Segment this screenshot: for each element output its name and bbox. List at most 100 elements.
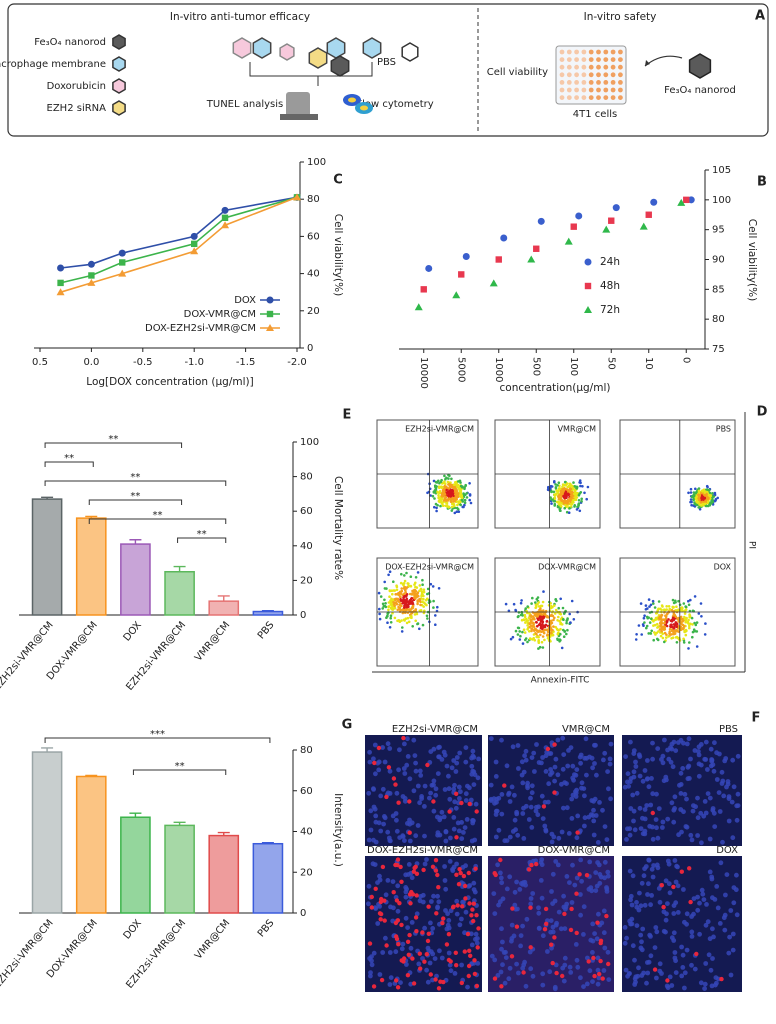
tunel-signal — [466, 870, 471, 876]
image-title: DOX-EZH2si-VMR@CM — [367, 845, 478, 856]
legend-label: Doxorubicin — [47, 81, 106, 92]
flow-dot — [637, 624, 641, 627]
flow-dot — [573, 492, 576, 496]
nucleus — [447, 962, 453, 968]
nucleus — [622, 925, 628, 930]
y-tick-label: 20 — [300, 867, 313, 878]
tunel-signal — [586, 959, 591, 964]
tunel-signal — [406, 952, 411, 957]
nucleus — [684, 947, 690, 953]
flow-dot — [566, 492, 570, 495]
marker — [650, 198, 658, 206]
flow-dot — [674, 629, 678, 633]
flow-dot — [682, 637, 685, 641]
nucleus — [710, 895, 715, 901]
nucleus — [464, 817, 470, 822]
flow-dot — [684, 633, 688, 637]
nucleus — [375, 921, 381, 926]
nucleus — [590, 921, 596, 927]
nucleus — [523, 748, 529, 754]
y-tick-label: 90 — [712, 255, 725, 266]
flow-dot — [531, 611, 535, 614]
flow-dot — [401, 626, 404, 629]
nucleus — [530, 973, 536, 979]
nucleus — [456, 828, 462, 834]
nucleus — [734, 912, 740, 918]
flow-dot — [645, 626, 648, 630]
flow-dot — [407, 584, 411, 588]
nucleus — [536, 926, 542, 931]
tunel-signal — [598, 938, 604, 943]
tunel-signal — [398, 864, 403, 870]
flow-dot — [565, 632, 568, 636]
nucleus — [494, 799, 499, 805]
nucleus — [403, 872, 409, 878]
flow-dot — [557, 487, 561, 490]
flow-dot — [415, 612, 419, 616]
nucleus — [726, 796, 732, 801]
nucleus — [387, 746, 393, 751]
nucleus — [405, 821, 410, 826]
error-bar — [217, 831, 230, 836]
flow-dot — [409, 584, 413, 588]
flow-dot — [397, 605, 400, 609]
flow-dot — [682, 641, 686, 644]
tunel-signal — [502, 783, 507, 788]
nucleus — [446, 950, 452, 956]
tunel-signal — [414, 871, 420, 876]
marker — [118, 269, 127, 277]
marker — [221, 206, 229, 214]
nucleus — [566, 748, 571, 753]
nucleus — [553, 962, 559, 968]
well — [574, 64, 579, 70]
flow-dot — [411, 589, 414, 593]
nucleus — [671, 819, 677, 825]
nucleus — [646, 881, 651, 887]
flow-dot — [389, 621, 393, 624]
nucleus — [665, 816, 671, 822]
error-bar — [85, 774, 98, 777]
flow-dot — [432, 606, 435, 609]
flow-dot — [381, 607, 385, 610]
flow-dot — [453, 496, 457, 500]
flow-dot — [687, 491, 690, 495]
flow-dot — [668, 608, 672, 611]
nucleus — [581, 904, 587, 910]
flow-dot — [642, 616, 646, 620]
nucleus — [650, 874, 656, 880]
tunel-signal — [592, 973, 597, 979]
flow-dot — [452, 500, 456, 503]
nucleus — [436, 745, 441, 750]
nucleus — [669, 746, 675, 752]
flow-dot — [520, 599, 523, 602]
flow-dot — [516, 633, 520, 636]
tunel-signal — [688, 899, 693, 905]
nucleus — [717, 809, 723, 814]
flow-dot — [416, 600, 420, 603]
flow-dot — [403, 574, 406, 577]
nucleus — [520, 882, 526, 887]
well — [559, 87, 565, 93]
tunel-signal — [376, 745, 382, 751]
nucleus — [523, 803, 529, 809]
nucleus — [645, 892, 650, 897]
nucleus — [488, 736, 494, 741]
nucleus — [463, 791, 469, 797]
flow-dot — [395, 601, 398, 604]
flow-dot — [399, 598, 402, 601]
nucleus — [630, 943, 636, 949]
flow-dot — [532, 621, 535, 625]
nucleus — [646, 959, 652, 965]
nucleus — [525, 785, 530, 791]
tunel-signal — [569, 906, 574, 912]
nucleus — [678, 791, 684, 796]
nucleus — [602, 750, 608, 756]
nucleus — [543, 828, 549, 834]
nucleus — [399, 946, 405, 952]
flow-dot — [418, 627, 421, 631]
flow-dot — [701, 495, 705, 499]
nucleus — [368, 973, 373, 979]
flow-dot — [539, 630, 543, 633]
flow-dot — [443, 480, 446, 483]
flow-dot — [704, 500, 708, 503]
